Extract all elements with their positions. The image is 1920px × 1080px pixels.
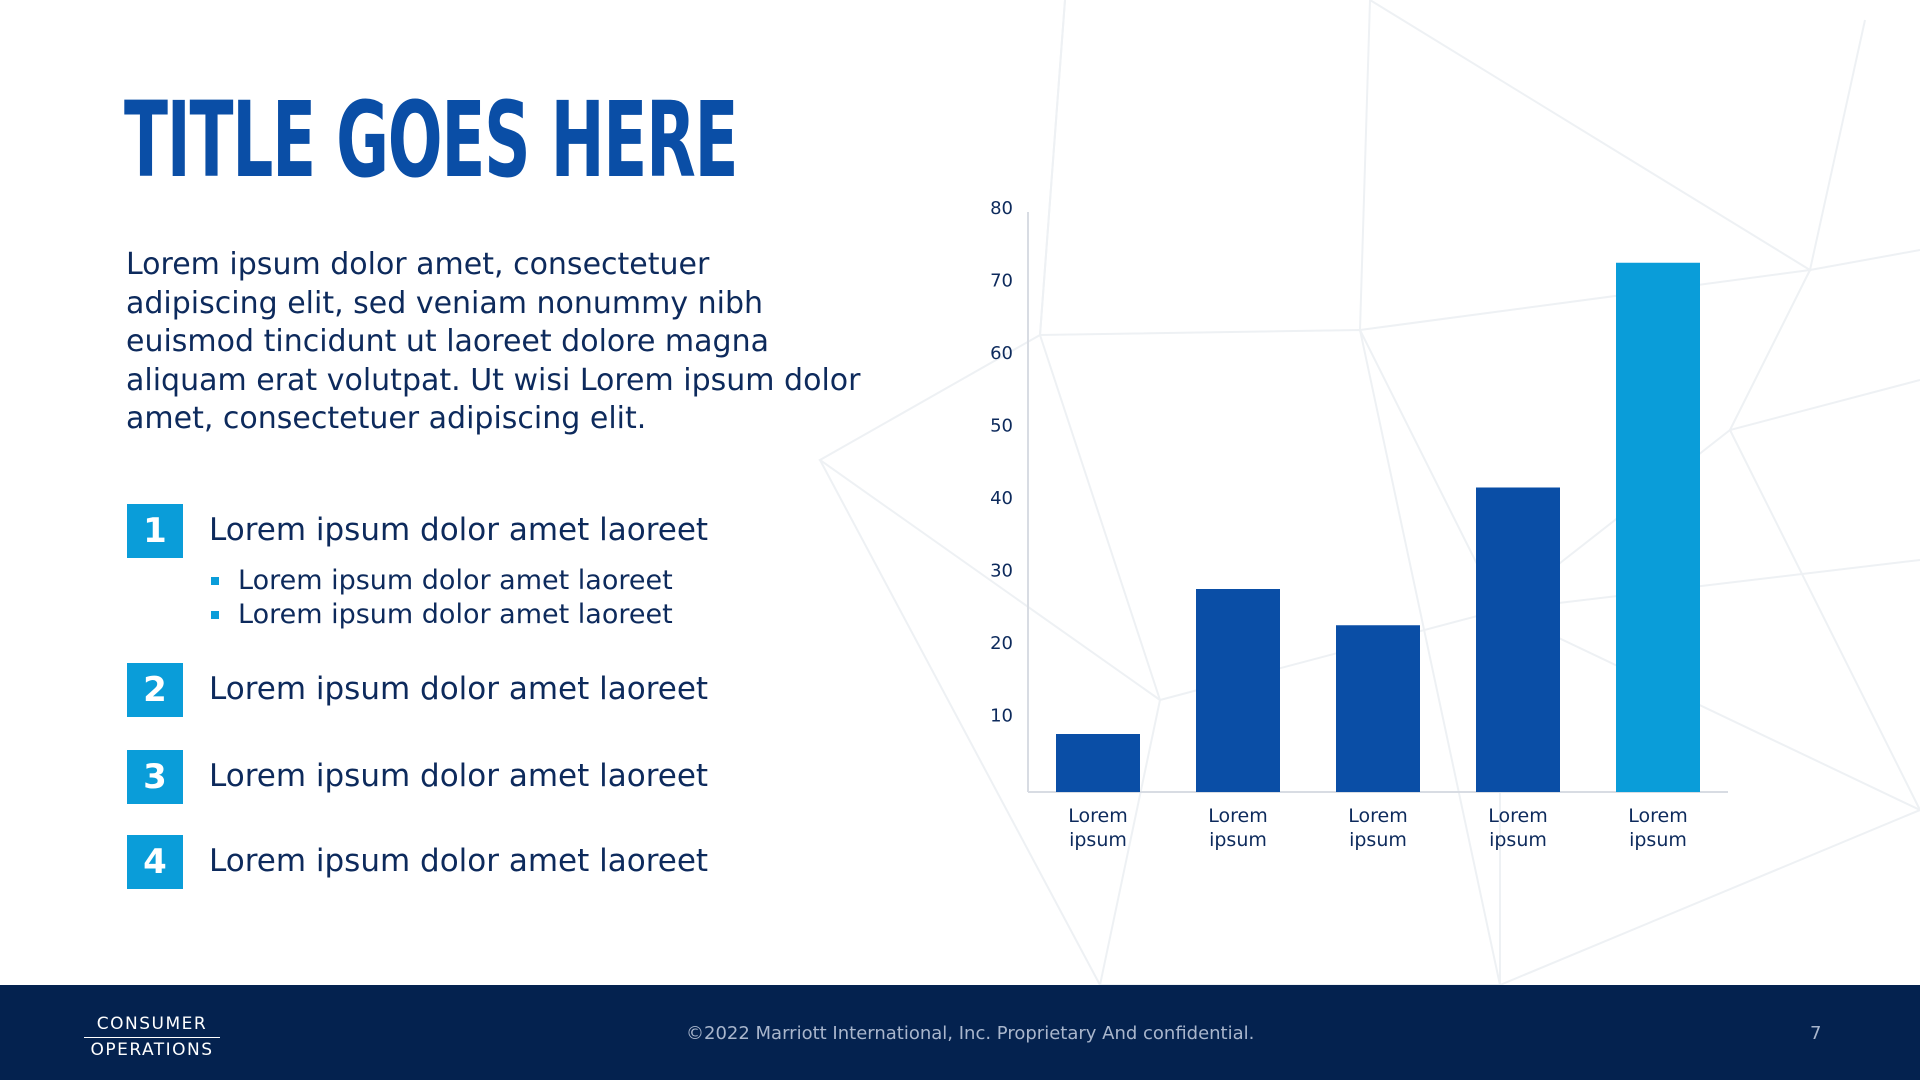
y-tick-label: 40 xyxy=(990,488,1013,509)
x-tick-label: Lorem ipsum xyxy=(1348,805,1407,851)
x-tick-label: Lorem ipsum xyxy=(1628,805,1687,851)
footer-bar: CONSUMER OPERATIONS ©2022 Marriott Inter… xyxy=(0,985,1920,1080)
copyright-notice: ©2022 Marriott International, Inc. Propr… xyxy=(686,1023,1255,1044)
y-tick-label: 50 xyxy=(990,416,1013,437)
brand-line-1: CONSUMER xyxy=(96,1014,208,1034)
bar xyxy=(1336,625,1420,792)
sub-bullet-label: Lorem ipsum dolor amet laoreet xyxy=(238,599,673,630)
sub-bullet-label: Lorem ipsum dolor amet laoreet xyxy=(238,565,673,596)
square-bullet-icon xyxy=(211,611,219,619)
x-tick-label: Lorem ipsum xyxy=(1068,805,1127,851)
intro-paragraph: Lorem ipsum dolor amet, consectetuer adi… xyxy=(126,247,861,436)
y-tick-label: 20 xyxy=(990,633,1013,654)
brand-divider xyxy=(84,1037,220,1038)
x-tick-label: Lorem ipsum xyxy=(1488,805,1547,851)
bar xyxy=(1196,589,1280,792)
y-tick-label: 30 xyxy=(990,561,1013,582)
bar xyxy=(1616,262,1700,792)
list-item-label: Lorem ipsum dolor amet laoreet xyxy=(209,512,709,548)
number-badge: 3 xyxy=(127,750,183,804)
bar xyxy=(1476,487,1560,792)
y-tick-label: 60 xyxy=(990,343,1013,364)
page-number: 7 xyxy=(1810,1023,1822,1044)
sub-bullet-list: Lorem ipsum dolor amet laoreet Lorem ips… xyxy=(211,564,673,632)
slide-title: TITLE GOES HERE xyxy=(124,79,739,201)
y-tick-label: 70 xyxy=(990,271,1013,292)
brand-line-2: OPERATIONS xyxy=(90,1040,214,1060)
list-item-label: Lorem ipsum dolor amet laoreet xyxy=(209,671,709,707)
sub-bullet-item: Lorem ipsum dolor amet laoreet xyxy=(211,564,673,598)
sub-bullet-item: Lorem ipsum dolor amet laoreet xyxy=(211,598,673,632)
bar-chart: 10 20 30 40 50 60 70 80 Lorem ipsum Lorem ipsum Lore… xyxy=(990,200,1728,851)
x-tick-label: Lorem ipsum xyxy=(1208,805,1267,851)
y-tick-label: 80 xyxy=(990,200,1013,219)
number-badge: 2 xyxy=(127,663,183,717)
y-tick-label: 10 xyxy=(990,706,1013,727)
list-item-label: Lorem ipsum dolor amet laoreet xyxy=(209,758,709,794)
number-badge: 1 xyxy=(127,504,183,558)
number-badge: 4 xyxy=(127,835,183,889)
list-item-label: Lorem ipsum dolor amet laoreet xyxy=(209,843,709,879)
bar xyxy=(1056,734,1140,792)
brand-logo: CONSUMER OPERATIONS xyxy=(84,1013,220,1062)
square-bullet-icon xyxy=(211,577,219,585)
